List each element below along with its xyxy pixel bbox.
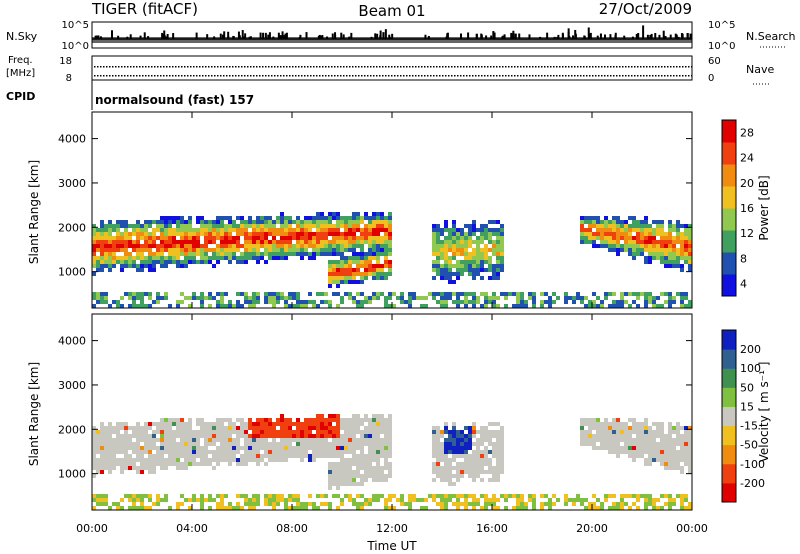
power-ylabel: Slant Range [km]	[27, 160, 41, 264]
colorbar-tick: -200	[740, 477, 765, 490]
colorbar-tick: 16	[740, 202, 754, 215]
colorbar-tick: 28	[740, 127, 754, 140]
colorbar-tick: 200	[740, 343, 761, 356]
x-tick-label: 04:00	[176, 522, 208, 535]
x-tick-label: 16:00	[476, 522, 508, 535]
nsky-tick-top: 10^5	[62, 20, 89, 31]
x-tick-label: 12:00	[376, 522, 408, 535]
velocity-y-axis: 4000 3000 2000 1000	[58, 335, 692, 481]
nsky-tick-bottom: 10^0	[62, 41, 89, 52]
colorbar-tick: 4	[740, 277, 747, 290]
x-tick-label: 20:00	[576, 522, 608, 535]
power-colorbar-label: Power [dB]	[757, 175, 771, 240]
freq-label: Freq.	[8, 55, 33, 66]
y-tick-label: 3000	[58, 177, 86, 190]
colorbar-tick: 24	[740, 152, 754, 165]
power-panel-frame	[91, 111, 693, 309]
y-tick-label: 1000	[58, 266, 86, 279]
colorbar-tick: 15	[740, 400, 754, 413]
colorbar-tick: 20	[740, 177, 754, 190]
y-tick-label: 2000	[58, 423, 86, 436]
x-tick-label: 00:00	[676, 522, 708, 535]
beam-title: Beam 01	[358, 2, 425, 20]
x-tick-label: 08:00	[276, 522, 308, 535]
nsearch-tick-top: 10^5	[708, 20, 735, 31]
colorbar-tick: 50	[740, 381, 754, 394]
velocity-heatmap	[92, 414, 692, 510]
power-heatmap	[92, 212, 692, 308]
freq-tick-bottom: 8	[66, 73, 72, 84]
colorbar-tick: -15	[740, 420, 758, 433]
time-axis: 00:00 04:00 08:00 12:00 16:00 20:00 00:00	[76, 112, 708, 535]
velocity-colorbar-label: Velocity [ m s⁻¹ ]	[757, 362, 771, 463]
freq-panel	[91, 55, 693, 81]
date-title: 27/Oct/2009	[599, 0, 692, 18]
nsky-panel	[91, 21, 693, 49]
y-tick-label: 1000	[58, 468, 86, 481]
x-axis-label: Time UT	[366, 539, 417, 553]
power-colorbar: 28 24 20 16 12 8 4	[721, 119, 754, 297]
nave-tick-bottom: 0	[708, 73, 714, 84]
power-y-axis: 4000 3000 2000 1000	[58, 133, 692, 279]
colorbar-tick: -50	[740, 439, 758, 452]
freq-unit: [MHz]	[6, 68, 35, 79]
velocity-panel-frame	[91, 313, 693, 511]
nsearch-tick-bottom: 10^0	[708, 41, 735, 52]
freq-dots	[94, 66, 693, 77]
cpid-value: normalsound (fast) 157	[95, 93, 254, 107]
station-title: TIGER (fitACF)	[91, 0, 198, 18]
x-tick-label: 00:00	[76, 522, 108, 535]
nsky-bars	[92, 25, 692, 43]
nave-label: Nave	[746, 63, 774, 76]
velocity-colorbar: 200 100 50 15 -15 -50 -100 -200	[721, 329, 765, 503]
y-tick-label: 3000	[58, 379, 86, 392]
nave-tick-top: 60	[708, 56, 721, 67]
cpid-label: CPID	[6, 90, 35, 103]
colorbar-tick: -100	[740, 458, 765, 471]
y-tick-label: 4000	[58, 133, 86, 146]
nsky-label: N.Sky	[6, 30, 38, 43]
freq-tick-top: 18	[59, 56, 72, 67]
colorbar-tick: 100	[740, 362, 761, 375]
nsearch-label: N.Search	[746, 30, 796, 43]
y-tick-label: 2000	[58, 221, 86, 234]
y-tick-label: 4000	[58, 335, 86, 348]
colorbar-tick: 8	[740, 252, 747, 265]
velocity-ylabel: Slant Range [km]	[27, 362, 41, 466]
colorbar-tick: 12	[740, 227, 754, 240]
